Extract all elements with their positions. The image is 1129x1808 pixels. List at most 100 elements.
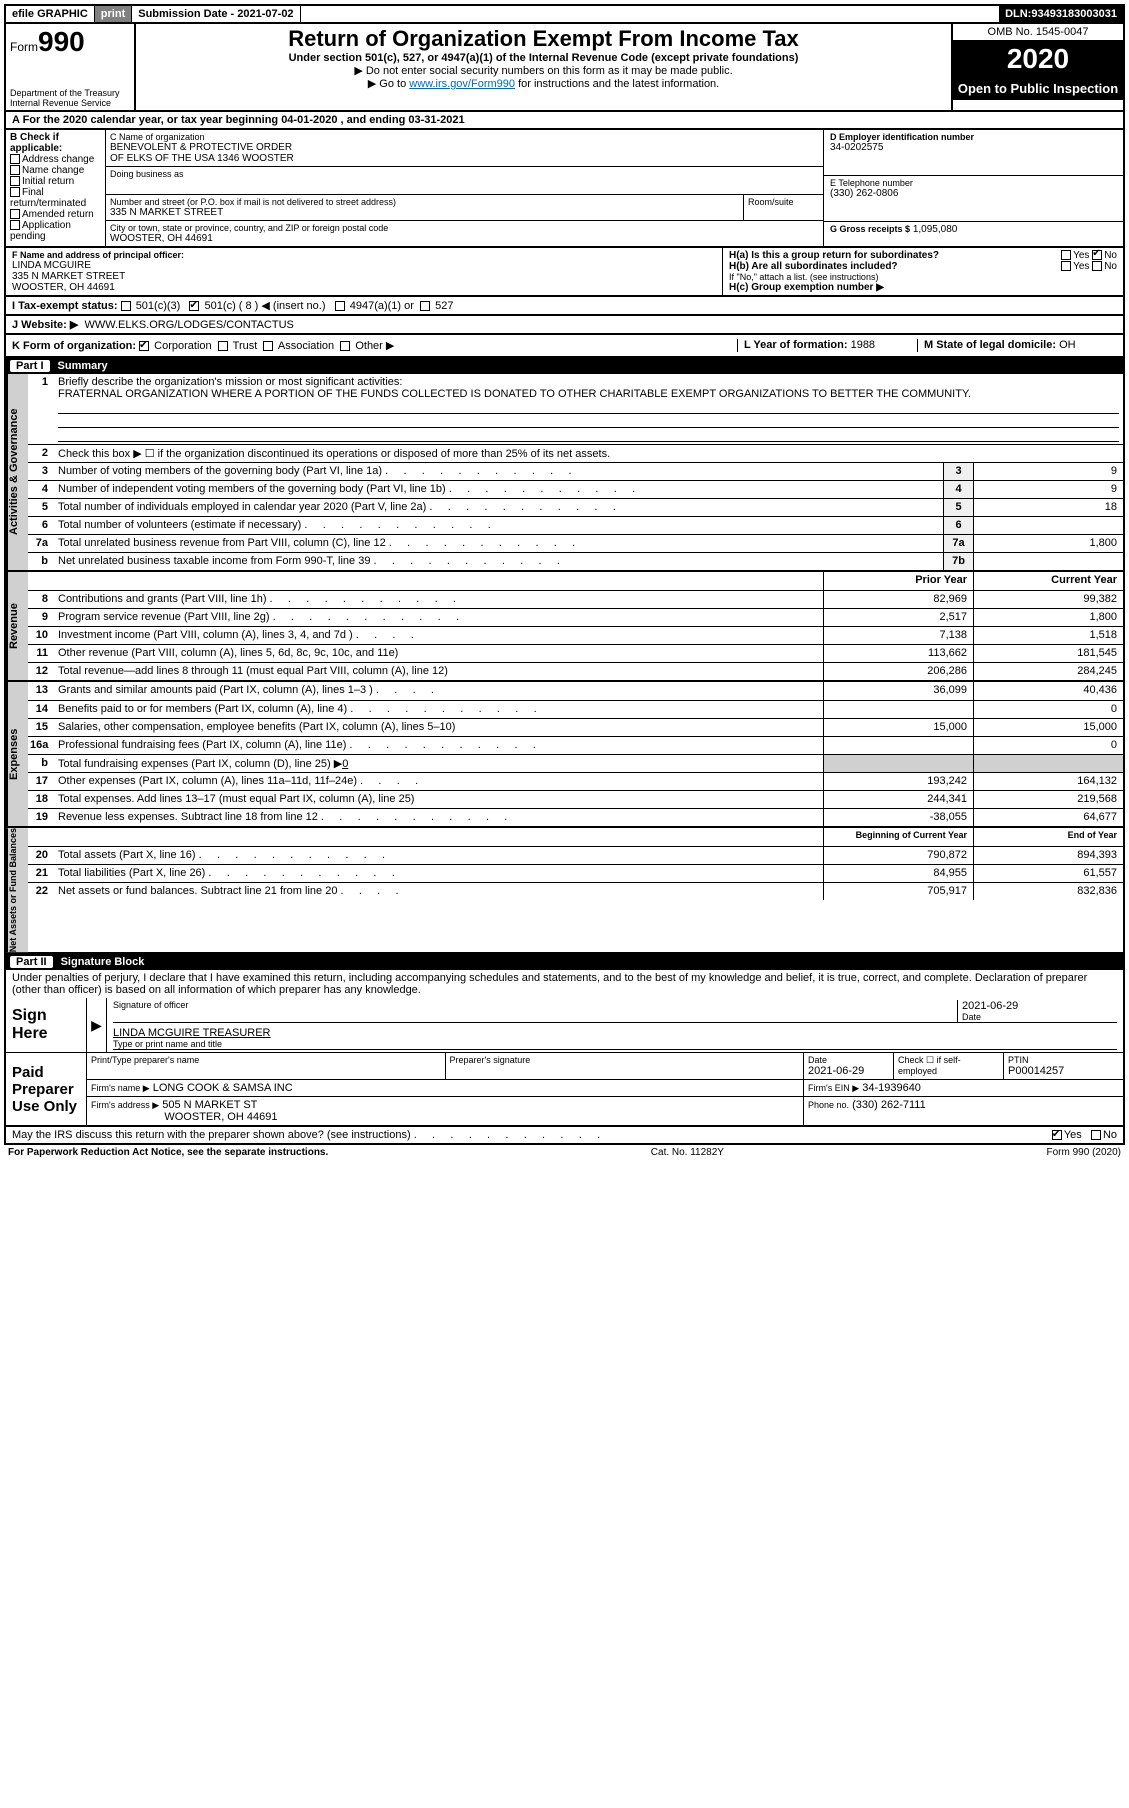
l22-py: 705,917 bbox=[823, 883, 973, 900]
form-title: Return of Organization Exempt From Incom… bbox=[142, 26, 945, 52]
pp-self-employed[interactable]: Check ☐ if self-employed bbox=[893, 1053, 1003, 1079]
l21-cy: 61,557 bbox=[973, 865, 1123, 882]
chk-app-pending[interactable]: Application pending bbox=[10, 220, 101, 242]
submission-date: Submission Date - 2021-07-02 bbox=[132, 6, 300, 22]
bcy-hdr: Beginning of Current Year bbox=[823, 828, 973, 846]
chk-name-change[interactable]: Name change bbox=[10, 165, 101, 176]
dba-label: Doing business as bbox=[110, 169, 819, 179]
efile-label: efile GRAPHIC bbox=[6, 6, 95, 22]
dept-treasury: Department of the Treasury bbox=[10, 88, 130, 98]
firm-ein-label: Firm's EIN ▶ bbox=[808, 1083, 859, 1093]
i-label: I Tax-exempt status: bbox=[12, 300, 118, 312]
officer-name: LINDA MCGUIRE bbox=[12, 260, 716, 271]
chk-address-change[interactable]: Address change bbox=[10, 154, 101, 165]
l19-py: -38,055 bbox=[823, 809, 973, 826]
l4-text: Number of independent voting members of … bbox=[54, 481, 943, 498]
l3-text: Number of voting members of the governin… bbox=[54, 463, 943, 480]
signature-block: Sign Here ▶ Signature of officer 2021-06… bbox=[4, 998, 1125, 1127]
side-revenue: Revenue bbox=[6, 572, 28, 680]
col-c-name-address: C Name of organization BENEVOLENT & PROT… bbox=[106, 130, 823, 246]
l5-val: 18 bbox=[973, 499, 1123, 516]
sig-date-label: Date bbox=[962, 1012, 1117, 1022]
chk-final-return[interactable]: Final return/terminated bbox=[10, 187, 101, 209]
officer-city: WOOSTER, OH 44691 bbox=[12, 282, 716, 293]
discuss-text: May the IRS discuss this return with the… bbox=[12, 1129, 937, 1141]
chk-corp[interactable] bbox=[139, 341, 149, 351]
section-activities: Activities & Governance 1 Briefly descri… bbox=[4, 374, 1125, 572]
arrow-icon: ▶ bbox=[86, 998, 106, 1052]
part1-bar: Part I Summary bbox=[4, 358, 1125, 374]
l10-text: Investment income (Part VIII, column (A)… bbox=[54, 627, 823, 644]
chk-527[interactable] bbox=[420, 301, 430, 311]
line-klm: K Form of organization: Corporation Trus… bbox=[4, 335, 1125, 358]
chk-amended[interactable]: Amended return bbox=[10, 209, 101, 220]
chk-4947[interactable] bbox=[335, 301, 345, 311]
open-public: Open to Public Inspection bbox=[953, 77, 1123, 100]
part2-bar: Part II Signature Block bbox=[4, 954, 1125, 970]
side-activities: Activities & Governance bbox=[6, 374, 28, 570]
firm-phone: (330) 262-7111 bbox=[852, 1099, 926, 1111]
l7b-text: Net unrelated business taxable income fr… bbox=[54, 553, 943, 570]
firm-phone-label: Phone no. bbox=[808, 1100, 849, 1110]
chk-assoc[interactable] bbox=[263, 341, 273, 351]
prior-year-hdr: Prior Year bbox=[823, 572, 973, 590]
l5-text: Total number of individuals employed in … bbox=[54, 499, 943, 516]
l11-py: 113,662 bbox=[823, 645, 973, 662]
col-d-e-g: D Employer identification number 34-0202… bbox=[823, 130, 1123, 246]
chk-initial-return[interactable]: Initial return bbox=[10, 176, 101, 187]
sign-here-label: Sign Here bbox=[6, 998, 86, 1052]
l8-text: Contributions and grants (Part VIII, lin… bbox=[54, 591, 823, 608]
c-name-label: C Name of organization bbox=[110, 132, 819, 142]
firm-name-label: Firm's name ▶ bbox=[91, 1083, 150, 1093]
g-label: G Gross receipts $ bbox=[830, 224, 910, 234]
omb-number: OMB No. 1545-0047 bbox=[953, 24, 1123, 41]
chk-discuss-yes[interactable] bbox=[1052, 1130, 1062, 1140]
l6-text: Total number of volunteers (estimate if … bbox=[54, 517, 943, 534]
ein: 34-0202575 bbox=[830, 142, 1117, 153]
l17-cy: 164,132 bbox=[973, 773, 1123, 790]
chk-trust[interactable] bbox=[218, 341, 228, 351]
form990-link[interactable]: www.irs.gov/Form990 bbox=[409, 78, 515, 90]
l1-label: Briefly describe the organization's miss… bbox=[58, 376, 402, 388]
m-label: M State of legal domicile: bbox=[924, 339, 1056, 351]
section-net-assets: Net Assets or Fund Balances Beginning of… bbox=[4, 828, 1125, 954]
declaration: Under penalties of perjury, I declare th… bbox=[4, 970, 1125, 998]
form-title-cell: Return of Organization Exempt From Incom… bbox=[136, 24, 953, 110]
l14-py bbox=[823, 701, 973, 718]
part2-label: Part II bbox=[10, 956, 53, 968]
f-label: F Name and address of principal officer: bbox=[12, 250, 716, 260]
chk-discuss-no[interactable] bbox=[1091, 1130, 1101, 1140]
current-year-hdr: Current Year bbox=[973, 572, 1123, 590]
line-j: J Website: ▶ WWW.ELKS.ORG/LODGES/CONTACT… bbox=[4, 316, 1125, 335]
l19-cy: 64,677 bbox=[973, 809, 1123, 826]
ptin-label: PTIN bbox=[1008, 1055, 1119, 1065]
l21-text: Total liabilities (Part X, line 26) bbox=[54, 865, 823, 882]
ptin: P00014257 bbox=[1008, 1065, 1119, 1077]
chk-other[interactable] bbox=[340, 341, 350, 351]
l14-cy: 0 bbox=[973, 701, 1123, 718]
print-button[interactable]: print bbox=[95, 6, 132, 22]
discuss-row: May the IRS discuss this return with the… bbox=[4, 1127, 1125, 1145]
chk-501c3[interactable] bbox=[121, 301, 131, 311]
firm-addr1: 505 N MARKET ST bbox=[162, 1099, 257, 1111]
pp-name-label: Print/Type preparer's name bbox=[91, 1055, 441, 1065]
irs-label: Internal Revenue Service bbox=[10, 98, 130, 108]
l11-cy: 181,545 bbox=[973, 645, 1123, 662]
l19-text: Revenue less expenses. Subtract line 18 … bbox=[54, 809, 823, 826]
l15-py: 15,000 bbox=[823, 719, 973, 736]
state-domicile: OH bbox=[1059, 339, 1076, 351]
l14-text: Benefits paid to or for members (Part IX… bbox=[54, 701, 823, 718]
l17-text: Other expenses (Part IX, column (A), lin… bbox=[54, 773, 823, 790]
firm-ein: 34-1939640 bbox=[862, 1082, 921, 1094]
footer-mid: Cat. No. 11282Y bbox=[651, 1147, 724, 1158]
l13-py: 36,099 bbox=[823, 682, 973, 700]
chk-501c[interactable] bbox=[189, 301, 199, 311]
l20-cy: 894,393 bbox=[973, 847, 1123, 864]
sig-officer-label: Signature of officer bbox=[113, 1000, 957, 1010]
footer-left: For Paperwork Reduction Act Notice, see … bbox=[8, 1147, 328, 1158]
l20-py: 790,872 bbox=[823, 847, 973, 864]
year-cell: OMB No. 1545-0047 2020 Open to Public In… bbox=[953, 24, 1123, 110]
line-a: A For the 2020 calendar year, or tax yea… bbox=[4, 112, 1125, 130]
firm-addr-label: Firm's address ▶ bbox=[91, 1100, 159, 1110]
pp-date-label: Date bbox=[808, 1055, 889, 1065]
